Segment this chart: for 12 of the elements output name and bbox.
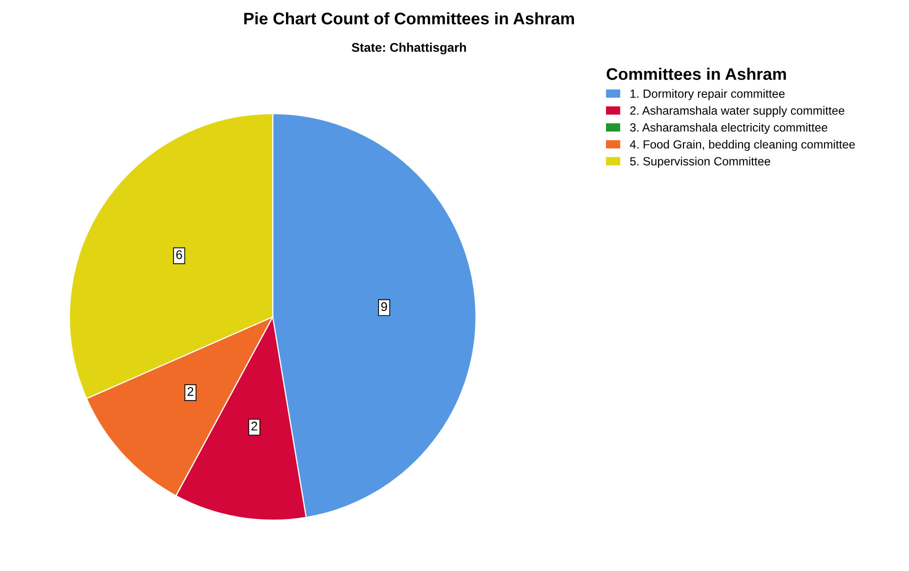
data-label: 9 xyxy=(381,302,388,312)
chart-subtitle: State: Chhattisgarh xyxy=(352,42,466,54)
chart-title: Pie Chart Count of Committees in Ashram xyxy=(244,12,574,24)
data-label: 2 xyxy=(188,387,194,396)
legend-label: 1. Dormitory repair committee xyxy=(630,89,785,100)
legend-label: 3. Asharamshala electricity committee xyxy=(630,122,828,134)
data-label: 2 xyxy=(251,422,258,430)
legend-title: Committees in Ashram xyxy=(606,68,786,80)
legend-label: 4. Food Grain, bedding cleaning committee xyxy=(630,140,855,151)
data-label: 6 xyxy=(176,250,182,260)
legend-label: 2. Asharamshala water supply committee xyxy=(630,106,844,118)
legend-label: 5. Supervission Committee xyxy=(630,156,770,168)
